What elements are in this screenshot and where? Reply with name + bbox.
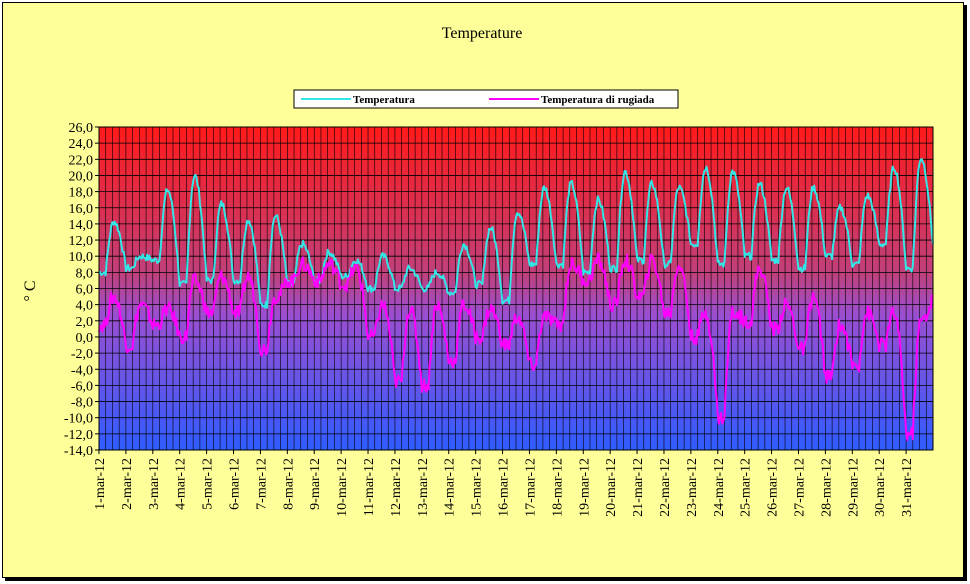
- legend-label-rugiada: Temperatura di rugiada: [541, 94, 655, 106]
- x-tick-label: 31-mar-12: [900, 458, 915, 517]
- x-tick-label: 16-mar-12: [497, 458, 512, 517]
- x-tick-label: 15-mar-12: [470, 458, 485, 517]
- x-tick-label: 26-mar-12: [766, 458, 781, 517]
- y-tick-label: 6,0: [76, 283, 94, 298]
- x-tick-label: 25-mar-12: [739, 458, 754, 517]
- chart-title: Temperature: [442, 25, 523, 42]
- x-tick-label: 27-mar-12: [792, 458, 807, 517]
- grid: [99, 127, 933, 450]
- x-tick-label: 1-mar-12: [93, 458, 108, 510]
- x-tick-label: 2-mar-12: [120, 458, 135, 510]
- y-tick-label: 16,0: [69, 202, 94, 217]
- y-tick-label: 26,0: [69, 121, 94, 136]
- y-tick-label: 0,0: [76, 331, 94, 346]
- x-tick-label: 23-mar-12: [685, 458, 700, 517]
- x-tick-label: 21-mar-12: [631, 458, 646, 517]
- y-tick-label: 18,0: [69, 186, 94, 201]
- x-tick-label: 3-mar-12: [147, 458, 162, 510]
- y-tick-label: 4,0: [76, 299, 94, 314]
- legend: Temperatura Temperatura di rugiada: [293, 89, 679, 109]
- x-tick-label: 8-mar-12: [281, 458, 296, 510]
- series-line-temperatura: [98, 158, 934, 309]
- y-tick-label: -4,0: [71, 363, 93, 378]
- y-tick-label: 20,0: [69, 169, 94, 184]
- x-tick-label: 10-mar-12: [335, 458, 350, 517]
- x-tick-label: 17-mar-12: [523, 458, 538, 517]
- x-tick-label: 4-mar-12: [174, 458, 189, 510]
- y-tick-label: -6,0: [71, 379, 93, 394]
- x-tick-label: 30-mar-12: [873, 458, 888, 517]
- y-tick-label: -14,0: [64, 444, 93, 459]
- legend-box: [293, 89, 679, 109]
- y-tick-label: 14,0: [69, 218, 94, 233]
- x-tick-label: 5-mar-12: [201, 458, 216, 510]
- y-tick-label: -12,0: [64, 428, 93, 443]
- y-tick-label: 8,0: [76, 266, 94, 281]
- y-tick-label: 22,0: [69, 153, 94, 168]
- x-tick-label: 22-mar-12: [658, 458, 673, 517]
- y-tick-label: 2,0: [76, 315, 94, 330]
- y-tick-label: 10,0: [69, 250, 94, 265]
- x-tick-label: 24-mar-12: [712, 458, 727, 517]
- x-tick-label: 28-mar-12: [819, 458, 834, 517]
- y-axis-label: ° C: [22, 280, 39, 301]
- legend-label-temperatura: Temperatura: [353, 94, 415, 106]
- y-axis: 26,024,022,020,0 18,016,014,012,010,08,0 6…: [64, 121, 99, 459]
- y-tick-label: -2,0: [71, 347, 93, 362]
- x-tick-label: 19-mar-12: [577, 458, 592, 517]
- x-tick-label: 6-mar-12: [228, 458, 243, 510]
- temperature-chart: Temperature Temperatura Temperatura di r…: [22, 25, 934, 517]
- y-tick-label: 24,0: [69, 137, 94, 152]
- series-group: [98, 158, 934, 441]
- x-tick-label: 13-mar-12: [416, 458, 431, 517]
- x-tick-label: 12-mar-12: [389, 458, 404, 517]
- y-tick-label: -10,0: [64, 412, 93, 427]
- y-tick-label: 12,0: [69, 234, 94, 249]
- x-tick-label: 14-mar-12: [443, 458, 458, 517]
- x-tick-label: 7-mar-12: [254, 458, 269, 510]
- x-tick-label: 20-mar-12: [604, 458, 619, 517]
- x-tick-label: 11-mar-12: [362, 458, 377, 516]
- x-axis: 1-mar-12 2-mar-12 3-mar-12 4-mar-12 5-mar-12…: [93, 450, 915, 517]
- x-tick-label: 29-mar-12: [846, 458, 861, 517]
- y-tick-label: -8,0: [71, 396, 93, 411]
- chart-frame: Temperature Temperatura Temperatura di r…: [2, 2, 964, 578]
- x-tick-label: 9-mar-12: [308, 458, 323, 510]
- x-tick-label: 18-mar-12: [550, 458, 565, 517]
- series-line-rugiada: [98, 252, 934, 441]
